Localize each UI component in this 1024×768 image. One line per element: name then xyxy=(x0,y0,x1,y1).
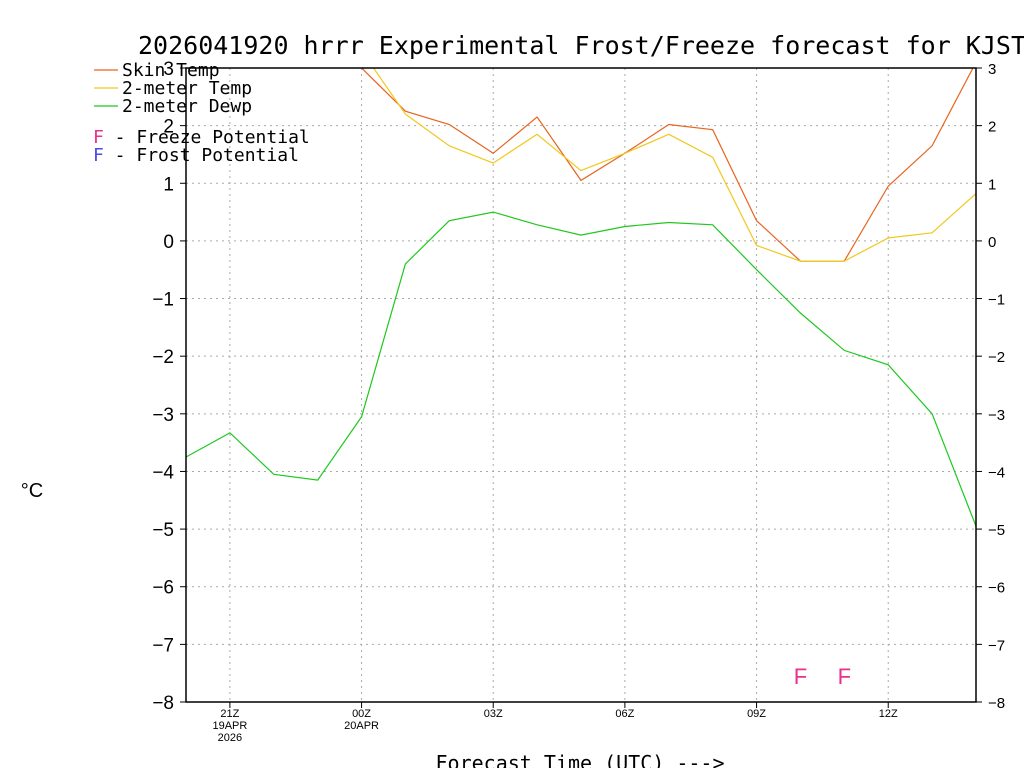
y-tick-label-left: 2 xyxy=(163,117,174,138)
legend-potential-label: - Freeze Potential xyxy=(104,127,310,148)
chart-title: 2026041920 hrrr Experimental Frost/Freez… xyxy=(138,31,1024,60)
legend-potential-symbol: F xyxy=(93,145,104,166)
y-tick-label-right: −5 xyxy=(988,522,1005,539)
legend-potential-label: - Frost Potential xyxy=(104,145,299,166)
legend-label: 2-meter Temp xyxy=(122,78,252,99)
x-tick-label: 03Z xyxy=(484,708,503,720)
legend-potential-symbol: F xyxy=(93,127,104,148)
y-tick-label-left: −2 xyxy=(152,347,174,368)
y-tick-label-left: 0 xyxy=(163,232,174,253)
y-tick-label-left: −3 xyxy=(152,405,174,426)
freeze-marker: F xyxy=(838,664,851,689)
x-tick-label: 09Z xyxy=(747,708,766,720)
tick-layer: 3 3 2 2 1 1 0 0 −1 −1 −2 −2 −3 −3 −4 −4 −5 −5 −6 −6 −7 −7 −8 −8… xyxy=(152,59,1005,744)
y-tick-label-right: −2 xyxy=(988,349,1005,366)
y-tick-label-left: −6 xyxy=(152,578,174,599)
y-tick-label-left: −1 xyxy=(152,290,174,311)
x-tick-label: 19APR xyxy=(212,720,247,732)
y-tick-label-left: −5 xyxy=(152,520,174,541)
grid-layer xyxy=(186,68,976,702)
x-tick-label: 00Z xyxy=(352,708,371,720)
y-tick-label-left: −7 xyxy=(152,635,174,656)
x-tick-label: 20APR xyxy=(344,720,379,732)
y-tick-label-left: 1 xyxy=(163,174,174,195)
x-axis-label: Forecast Time (UTC) ---> xyxy=(436,751,725,768)
series-layer xyxy=(186,68,976,527)
y-tick-label-left: 3 xyxy=(163,59,174,80)
y-tick-label-right: 1 xyxy=(988,176,996,193)
series-line-2-meter-dewp xyxy=(186,211,976,527)
legend-potential-entry: F - Freeze Potential xyxy=(93,127,310,148)
y-tick-label-right: −7 xyxy=(988,637,1005,654)
y-tick-label-right: −3 xyxy=(988,407,1005,424)
plot-frame xyxy=(185,67,977,703)
y-tick-label-right: 2 xyxy=(988,119,996,136)
y-tick-label-left: −8 xyxy=(152,693,174,714)
y-tick-label-left: −4 xyxy=(152,462,174,483)
y-tick-label-right: 3 xyxy=(988,61,996,78)
x-tick-label: 2026 xyxy=(218,732,242,744)
x-tick-label: 21Z xyxy=(220,708,239,720)
y-tick-label-right: −6 xyxy=(988,580,1005,597)
y-tick-label-right: 0 xyxy=(988,234,996,251)
y-tick-label-right: −8 xyxy=(988,695,1005,712)
series-line-2-meter-temp xyxy=(372,68,976,262)
x-tick-label: 06Z xyxy=(615,708,634,720)
x-tick-label: 12Z xyxy=(879,708,898,720)
legend-label: Skin Temp xyxy=(122,60,220,81)
y-tick-label-right: −1 xyxy=(988,292,1005,309)
y-axis-label: °C xyxy=(21,480,43,502)
freeze-marker: F xyxy=(794,664,807,689)
y-tick-label-right: −4 xyxy=(988,464,1005,481)
legend-potential-entry: F - Frost Potential xyxy=(93,145,299,166)
legend-label: 2-meter Dewp xyxy=(122,96,252,117)
